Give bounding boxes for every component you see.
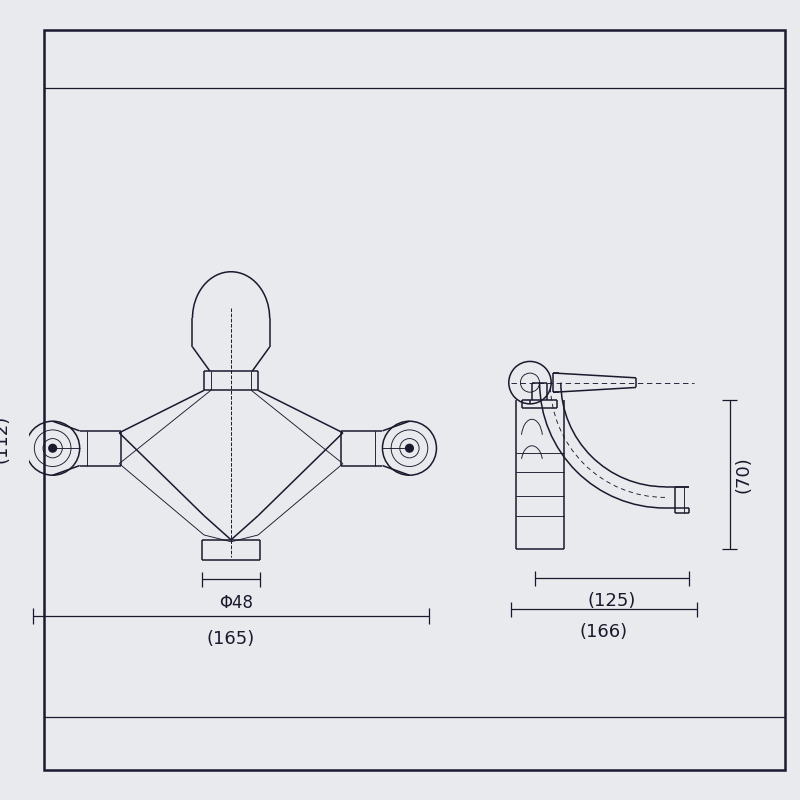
Text: (125): (125) <box>588 592 636 610</box>
Circle shape <box>406 444 414 452</box>
Text: Φ48: Φ48 <box>219 594 253 612</box>
Text: (70): (70) <box>734 456 752 493</box>
Circle shape <box>49 444 57 452</box>
Text: (165): (165) <box>207 630 255 649</box>
Text: (166): (166) <box>580 622 628 641</box>
Text: (112): (112) <box>0 415 10 463</box>
